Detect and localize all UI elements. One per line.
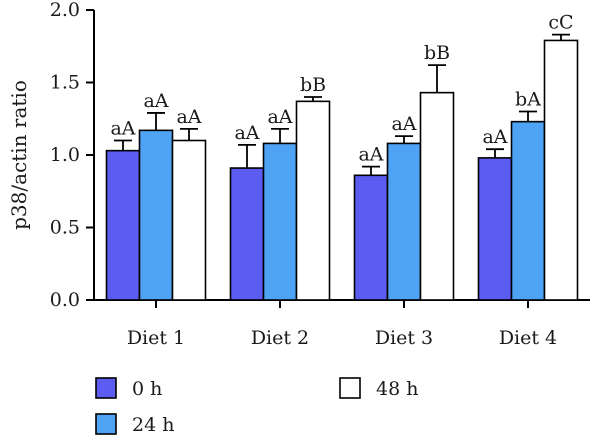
legend-label: 0 h (132, 378, 162, 400)
bar (138, 129, 174, 301)
x-tick-label: Diet 3 (375, 327, 433, 349)
y-tick-label: 0.5 (50, 217, 80, 239)
bar (510, 120, 546, 301)
chart-axes: 0.0 0.5 1.0 1.5 2.0 Diet 1 Diet 2 Diet 3 Diet 4 (50, 0, 590, 349)
bar (419, 91, 455, 301)
bar (262, 142, 298, 301)
significance-label: aA (358, 144, 383, 166)
significance-label: cC (548, 12, 573, 34)
chart-bars: aA aA aA aA aA bB aA aA bB aA bA cC (105, 12, 579, 301)
y-tick-label: 1.5 (50, 72, 80, 94)
significance-label: aA (267, 106, 292, 128)
bar (229, 167, 265, 301)
legend-swatch (339, 377, 361, 399)
legend-swatch (95, 377, 117, 399)
significance-label: bB (300, 74, 326, 96)
significance-label: aA (234, 122, 259, 144)
significance-label: aA (482, 126, 507, 148)
y-axis-label: p38/actin ratio (7, 80, 31, 230)
x-tick-label: Diet 2 (251, 327, 309, 349)
significance-label: aA (391, 113, 416, 135)
legend-label: 24 h (132, 414, 174, 436)
bar (295, 100, 331, 301)
y-tick-label: 1.0 (50, 144, 80, 166)
significance-label: bB (424, 42, 450, 64)
bar (353, 174, 389, 301)
significance-label: aA (110, 118, 135, 140)
x-tick-label: Diet 4 (499, 327, 557, 349)
bar (171, 139, 207, 301)
bar (477, 157, 513, 301)
bar (105, 149, 141, 301)
significance-label: aA (143, 90, 168, 112)
y-tick-label: 0.0 (50, 289, 80, 311)
legend-label: 48 h (376, 378, 418, 400)
bar (386, 142, 422, 301)
bar (543, 39, 579, 301)
legend-swatch (95, 413, 117, 435)
y-tick-label: 2.0 (50, 0, 80, 21)
chart-legend: 0 h 24 h 48 h (95, 377, 418, 436)
significance-label: aA (176, 106, 201, 128)
significance-label: bA (515, 89, 541, 111)
x-tick-label: Diet 1 (127, 327, 185, 349)
